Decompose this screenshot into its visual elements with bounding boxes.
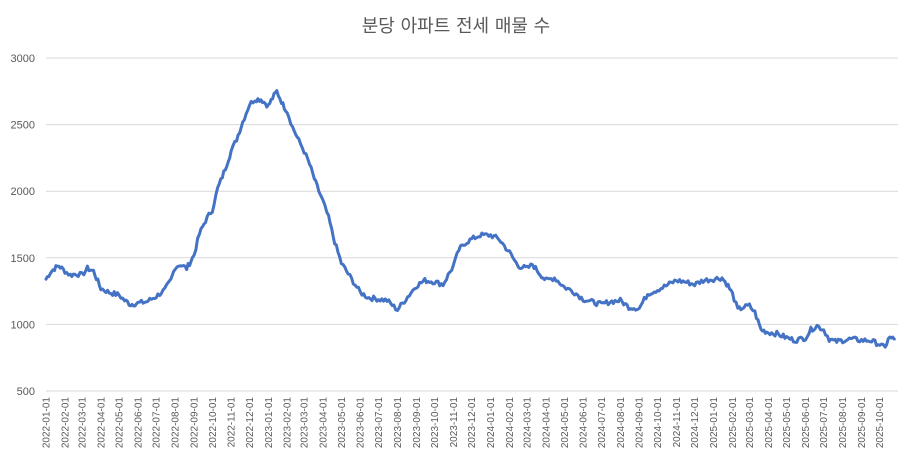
- x-tick-label: 2023-08-01: [393, 397, 404, 449]
- x-tick-label: 2025-03-01: [745, 397, 756, 449]
- y-tick-label: 1000: [11, 319, 35, 331]
- x-tick-label: 2022-06-01: [134, 397, 145, 449]
- x-tick-label: 2025-10-01: [875, 397, 886, 449]
- x-tick-label: 2022-04-01: [96, 397, 107, 449]
- x-tick-label: 2024-09-01: [635, 397, 646, 449]
- x-tick-label: 2022-12-01: [245, 397, 256, 449]
- x-tick-label: 2023-11-01: [449, 397, 460, 448]
- y-tick-label: 1500: [11, 253, 35, 265]
- x-tick-label: 2022-08-01: [171, 397, 182, 449]
- x-tick-label: 2023-05-01: [337, 397, 348, 449]
- y-tick-label: 2000: [11, 186, 35, 198]
- x-tick-label: 2022-01-01: [42, 397, 53, 449]
- x-tick-label: 2022-09-01: [190, 397, 201, 449]
- x-tick-label: 2023-06-01: [356, 397, 367, 449]
- chart-title: 분당 아파트 전세 매물 수: [362, 16, 551, 37]
- x-tick-label: 2024-07-01: [597, 397, 608, 449]
- x-tick-label: 2022-07-01: [152, 397, 163, 449]
- x-tick-label: 2023-04-01: [319, 397, 330, 449]
- series-layer: [44, 89, 896, 349]
- x-tick-label: 2025-08-01: [838, 397, 849, 449]
- x-tick-label: 2023-07-01: [374, 397, 385, 449]
- x-tick-label: 2024-04-01: [542, 397, 553, 449]
- x-tick-label: 2024-12-01: [690, 397, 701, 449]
- y-tick-label: 500: [17, 386, 35, 398]
- x-tick-label: 2025-04-01: [764, 397, 775, 449]
- series-line: [44, 89, 896, 349]
- x-tick-label: 2023-12-01: [467, 397, 478, 449]
- x-tick-label: 2025-01-01: [709, 397, 720, 449]
- x-tick-label: 2024-03-01: [523, 397, 534, 449]
- y-axis: 500 1000 1500 2000 2500 3000: [11, 53, 35, 398]
- x-tick-label: 2025-02-01: [728, 397, 739, 449]
- x-tick-label: 2023-09-01: [412, 397, 423, 449]
- x-tick-label: 2022-03-01: [77, 397, 88, 449]
- x-tick-label: 2025-07-01: [819, 397, 830, 449]
- x-tick-label: 2025-09-01: [857, 397, 868, 449]
- x-tick-label: 2022-11-01: [227, 397, 238, 448]
- x-axis: 2022-01-01 2022-02-01 2022-03-01 2022-04-01…: [42, 397, 887, 449]
- gridlines: [46, 57, 898, 392]
- x-tick-label: 2024-01-01: [486, 397, 497, 449]
- x-tick-label: 2024-02-01: [505, 397, 516, 449]
- y-tick-label: 2500: [11, 120, 35, 132]
- x-tick-label: 2022-05-01: [115, 397, 126, 449]
- x-tick-label: 2024-10-01: [653, 397, 664, 449]
- x-tick-label: 2022-10-01: [208, 397, 219, 449]
- x-tick-label: 2024-05-01: [560, 397, 571, 449]
- x-tick-label: 2023-01-01: [264, 397, 275, 449]
- x-tick-label: 2022-02-01: [60, 397, 71, 449]
- x-tick-label: 2024-08-01: [616, 397, 627, 449]
- x-tick-label: 2024-06-01: [579, 397, 590, 449]
- x-tick-label: 2025-05-01: [782, 397, 793, 449]
- x-tick-label: 2025-06-01: [801, 397, 812, 449]
- y-tick-label: 3000: [11, 53, 35, 65]
- x-tick-label: 2023-10-01: [430, 397, 441, 449]
- x-tick-label: 2023-02-01: [283, 397, 294, 449]
- x-tick-label: 2023-03-01: [300, 397, 311, 449]
- x-tick-label: 2024-11-01: [672, 397, 683, 448]
